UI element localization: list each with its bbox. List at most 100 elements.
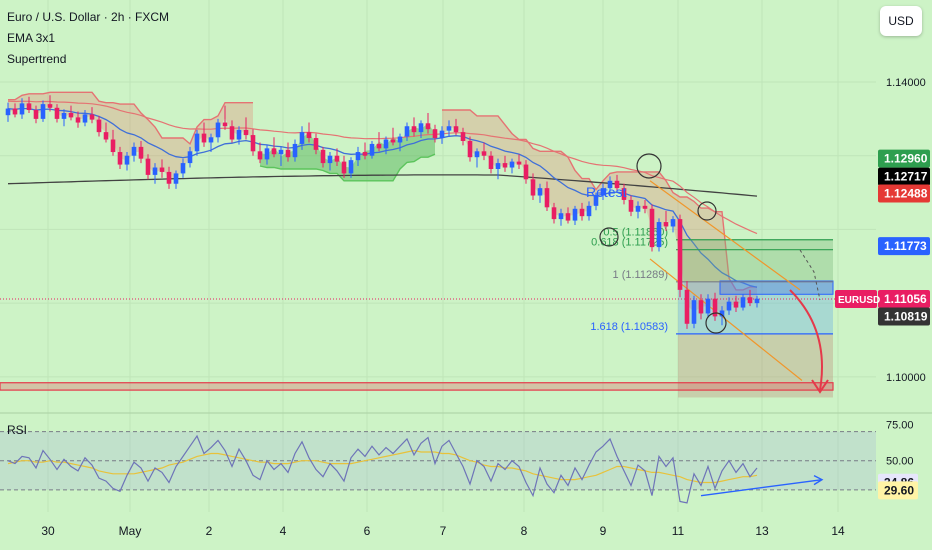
marker-circle — [636, 153, 662, 179]
fib-label: 1 (1.11289) — [613, 269, 668, 281]
rsi-pane-title: RSI — [7, 423, 28, 437]
candle-body — [271, 148, 277, 155]
candle-body — [285, 149, 291, 158]
time-axis-label: 30 — [41, 524, 55, 538]
candle-body — [516, 161, 522, 165]
candle-body — [250, 135, 256, 152]
candle-body — [89, 114, 95, 120]
candle-body — [82, 114, 88, 123]
rsi-divergence-line — [700, 478, 823, 497]
candle-body — [495, 163, 501, 169]
indicator-ema-label[interactable]: EMA 3x1 — [7, 31, 56, 45]
candle-body — [187, 151, 193, 164]
candle-body — [649, 208, 655, 248]
candle-body — [173, 173, 179, 184]
candle-body — [656, 222, 662, 248]
candle-body — [600, 188, 606, 196]
candle-body — [278, 149, 284, 155]
marker-circle — [599, 227, 619, 247]
candle-body — [593, 195, 599, 206]
candle-body — [558, 213, 564, 220]
candle-body — [334, 155, 340, 162]
time-axis-label: 13 — [755, 524, 769, 538]
candle-body — [313, 138, 319, 150]
candle-body — [12, 108, 18, 115]
candle-body — [691, 300, 697, 324]
price-label-bg — [878, 307, 930, 326]
candle-body — [733, 301, 739, 308]
channel-upper-line — [649, 180, 801, 291]
candle-body — [488, 155, 494, 169]
candle-body — [383, 139, 389, 149]
indicator-supertrend-label[interactable]: Supertrend — [7, 52, 67, 66]
candle-body — [264, 148, 270, 160]
time-axis-label: 14 — [831, 524, 845, 538]
candle-body — [397, 136, 403, 143]
candle-body — [145, 158, 151, 175]
candle-body — [327, 155, 333, 164]
candle-body — [474, 151, 480, 158]
time-axis-label: 4 — [280, 524, 287, 538]
candle-body — [677, 219, 683, 290]
candle-body — [572, 208, 578, 221]
candle-body — [418, 123, 424, 133]
price-axis-tick: 1.10000 — [886, 372, 926, 384]
candle-body — [33, 110, 39, 119]
time-axis-bg — [0, 512, 932, 550]
candle-body — [117, 152, 123, 165]
candle-body — [194, 133, 200, 152]
candle-body — [607, 180, 613, 189]
candle-body — [40, 104, 46, 119]
candle-body — [705, 298, 711, 314]
candle-body — [544, 188, 550, 208]
bearish-arrow-head — [811, 379, 829, 394]
price-label-bg — [878, 167, 930, 186]
retest-annotation: Retest — [586, 184, 627, 200]
candle-body — [19, 103, 25, 115]
ema-20-line — [7, 107, 758, 288]
fib-zone-green — [678, 239, 833, 282]
time-axis-label: 8 — [521, 524, 528, 538]
price-label-text: 1.12960 — [884, 152, 928, 166]
candle-body — [320, 149, 326, 164]
candle-body — [166, 171, 172, 184]
candle-body — [670, 219, 676, 227]
price-label-bg — [878, 237, 930, 256]
candle-body — [369, 143, 375, 156]
candle-body — [341, 161, 347, 174]
candle-body — [579, 208, 585, 217]
candle-body — [530, 179, 536, 196]
candle-body — [663, 222, 669, 227]
chart-title[interactable]: Euro / U.S. Dollar · 2h · FXCM — [7, 10, 170, 24]
candle-body — [404, 126, 410, 137]
candle-body — [684, 289, 690, 324]
target-band — [0, 382, 834, 391]
symbol-tag-bg — [835, 290, 877, 309]
currency-button[interactable]: USD — [880, 6, 922, 36]
projection-dashed-path — [799, 249, 821, 301]
candle-body — [138, 146, 144, 159]
candle-body — [621, 188, 627, 200]
candle-body — [754, 298, 760, 304]
candle-body — [376, 143, 382, 149]
candle-body — [5, 108, 11, 116]
time-axis-label: 2 — [206, 524, 213, 538]
candle-body — [292, 143, 298, 158]
symbol-tag-text: EURUSD — [838, 295, 880, 306]
candle-body — [124, 155, 130, 165]
supertrend-down-line — [442, 109, 757, 291]
candle-body — [110, 139, 116, 153]
rsi-line — [7, 434, 758, 504]
candle-body — [215, 122, 221, 138]
price-label-bg — [878, 149, 930, 168]
candle-body — [355, 152, 361, 161]
candle-body — [96, 119, 102, 133]
price-label-bg — [878, 184, 930, 203]
candle-body — [362, 152, 368, 156]
rsi-value-bg — [878, 481, 918, 500]
ema-200-line — [7, 174, 758, 197]
fib-zone-blue — [678, 281, 833, 334]
candle-body — [75, 117, 81, 123]
ema-50-line — [7, 100, 758, 235]
